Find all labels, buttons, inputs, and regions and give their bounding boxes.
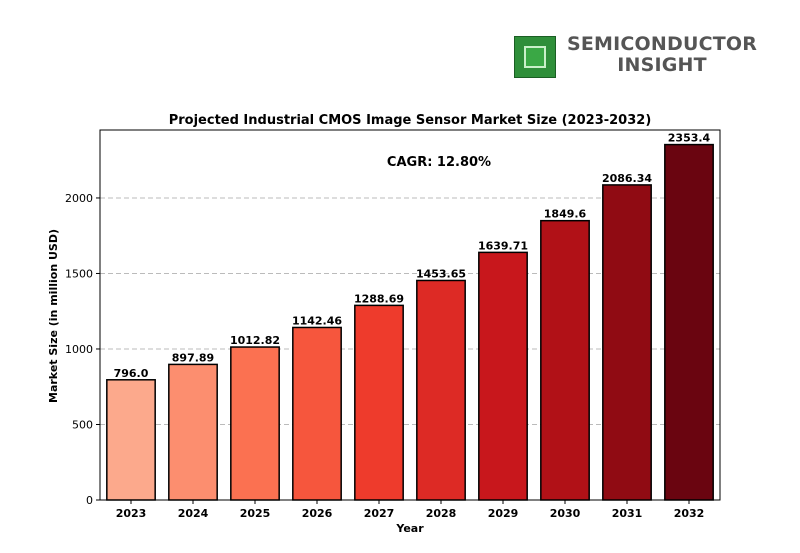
x-tick-label: 2026: [302, 507, 333, 520]
x-tick-label: 2032: [674, 507, 705, 520]
y-tick-label: 1500: [65, 267, 93, 280]
x-tick-label: 2029: [488, 507, 519, 520]
bar-2031: [602, 184, 652, 501]
chip-icon: [514, 36, 556, 78]
x-tick-label: 2027: [364, 507, 395, 520]
bar-value-label: 1142.46: [292, 314, 342, 327]
bar-2028: [416, 279, 466, 501]
bar-2023: [106, 379, 156, 501]
x-tick-label: 2030: [550, 507, 581, 520]
brand-line-2: INSIGHT: [617, 54, 707, 76]
bar-2029: [478, 251, 528, 501]
x-tick-label: 2028: [426, 507, 457, 520]
axes: 0 500 1000 1500 2000 2023 2024 2025 2026 2027 2028…: [65, 129, 721, 520]
y-tick-label: 1000: [65, 343, 93, 356]
y-tick-label: 500: [72, 418, 93, 431]
x-tick-label: 2025: [240, 507, 271, 520]
brand-logo: SEMICONDUCTOR INSIGHT: [514, 34, 757, 80]
bar-value-label: 2086.34: [602, 172, 652, 185]
bar-2024: [168, 363, 218, 501]
brand-name: SEMICONDUCTOR INSIGHT: [562, 34, 762, 76]
bar-value-label: 1849.6: [544, 208, 587, 221]
plot-frame: [99, 129, 721, 501]
x-tick-label: 2031: [612, 507, 643, 520]
bar-2026: [292, 326, 342, 501]
bar-value-label: 1012.82: [230, 334, 280, 347]
chart-title: Projected Industrial CMOS Image Sensor M…: [169, 113, 652, 128]
y-axis-label: Market Size (in million USD): [47, 229, 60, 403]
x-axis-label: Year: [395, 522, 424, 535]
y-tick-label: 2000: [65, 192, 93, 205]
bars: 796.0 897.89 1012.82 1142.46 1288.69 1453.65 1…: [106, 132, 714, 501]
bar-2030: [540, 219, 590, 501]
cagr-annotation: CAGR: 12.80%: [387, 155, 491, 170]
bar-value-label: 2353.4: [668, 132, 711, 145]
bar-2025: [230, 346, 280, 501]
bar-value-label: 796.0: [114, 367, 149, 380]
y-tick-label: 0: [86, 494, 93, 507]
bar-value-label: 1288.69: [354, 292, 404, 305]
brand-line-1: SEMICONDUCTOR: [566, 33, 758, 55]
bar-2032: [664, 143, 714, 501]
x-tick-label: 2023: [116, 507, 147, 520]
x-tick-label: 2024: [178, 507, 209, 520]
bar-value-label: 1453.65: [416, 267, 466, 280]
bar-value-label: 1639.71: [478, 239, 528, 252]
bar-2027: [354, 304, 404, 501]
bar-value-label: 897.89: [172, 351, 214, 364]
